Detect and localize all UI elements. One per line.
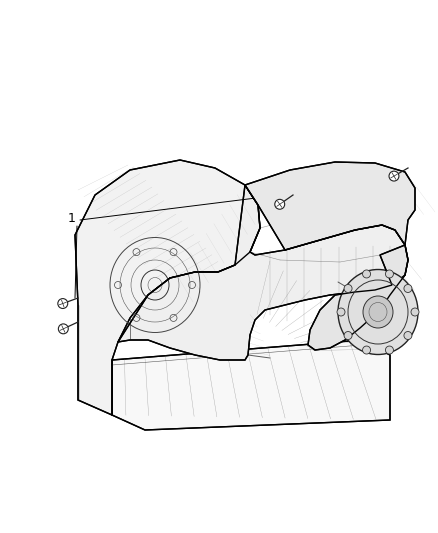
Circle shape — [389, 171, 399, 181]
Ellipse shape — [363, 346, 371, 354]
Ellipse shape — [385, 270, 393, 278]
Ellipse shape — [363, 270, 371, 278]
Polygon shape — [112, 340, 390, 430]
Polygon shape — [75, 160, 260, 415]
Polygon shape — [308, 245, 408, 350]
Circle shape — [58, 324, 68, 334]
Ellipse shape — [337, 308, 345, 316]
Polygon shape — [245, 162, 415, 250]
Ellipse shape — [363, 296, 393, 328]
Ellipse shape — [404, 285, 412, 293]
Circle shape — [58, 298, 68, 309]
Ellipse shape — [385, 346, 393, 354]
Ellipse shape — [411, 308, 419, 316]
Text: 1: 1 — [68, 212, 76, 224]
Circle shape — [275, 199, 285, 209]
Ellipse shape — [344, 332, 352, 340]
Polygon shape — [118, 185, 408, 360]
Ellipse shape — [344, 285, 352, 293]
Ellipse shape — [338, 270, 418, 354]
Ellipse shape — [404, 332, 412, 340]
